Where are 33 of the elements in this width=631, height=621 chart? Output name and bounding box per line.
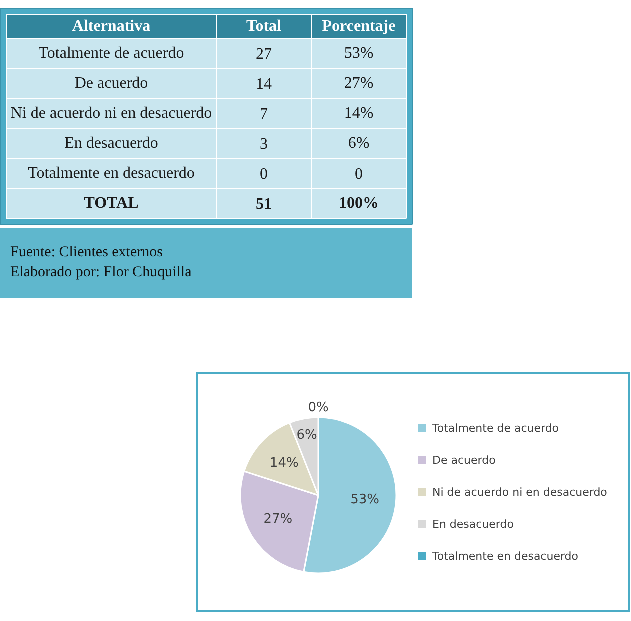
- category-label: En desacuerdo: [64, 135, 158, 152]
- legend-label: Ni de acuerdo ni en desacuerdo: [432, 486, 608, 499]
- data-label: 7: [260, 106, 268, 123]
- text: Elaborado por: Flor Chuquilla: [10, 264, 192, 280]
- data-label: 0: [260, 166, 268, 183]
- data-label: 53%: [344, 45, 374, 62]
- data-label: 3: [260, 136, 268, 153]
- data-label: 27%: [264, 512, 293, 527]
- series-label: Porcentaje: [322, 18, 396, 35]
- text: 51: [256, 196, 272, 213]
- legend-label: De acuerdo: [432, 454, 496, 467]
- text: 100%: [339, 195, 379, 212]
- data-label: 14%: [270, 456, 299, 471]
- data-label: 0: [355, 166, 363, 183]
- data-label: 27%: [344, 75, 374, 92]
- legend-label: Totalmente de acuerdo: [432, 422, 560, 435]
- data-label: 27: [256, 46, 272, 63]
- data-label: 6%: [348, 135, 370, 152]
- category-label: Ni de acuerdo ni en desacuerdo: [10, 105, 212, 122]
- category-label: Totalmente en desacuerdo: [28, 165, 195, 182]
- data-label: 14%: [344, 105, 374, 122]
- text: 0%: [308, 400, 329, 416]
- legend-label: En desacuerdo: [432, 518, 514, 531]
- text: Alternativa: [72, 18, 151, 35]
- category-label: Totalmente de acuerdo: [38, 45, 184, 62]
- source-note: Fuente: Clientes externos: [10, 244, 164, 260]
- legend-label: Totalmente en desacuerdo: [432, 550, 579, 563]
- category-label: De acuerdo: [74, 75, 148, 92]
- data-label: 53%: [350, 492, 380, 508]
- text: TOTAL: [84, 195, 139, 212]
- series-label: Total: [246, 18, 282, 35]
- data-label: 14: [256, 76, 272, 93]
- data-label: 6%: [296, 428, 318, 444]
